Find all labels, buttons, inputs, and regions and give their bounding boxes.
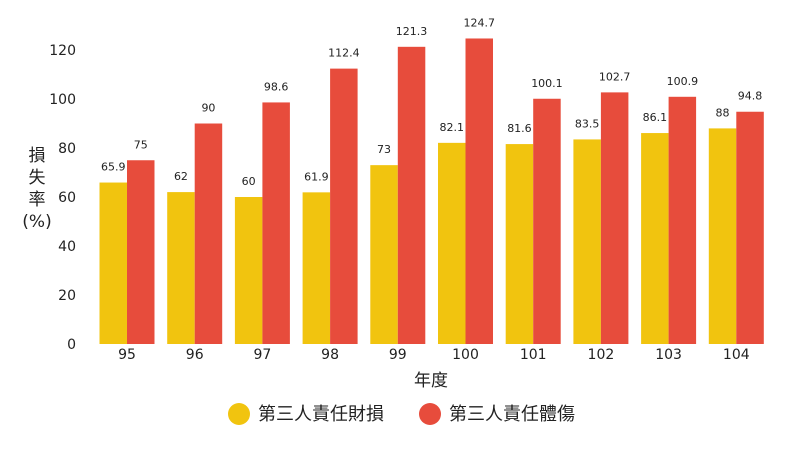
x-tick-label: 100 [452,347,479,363]
bar-series-1 [573,139,601,344]
bar-series-1 [234,197,263,344]
bar-series-1 [302,192,331,344]
data-label: 100.9 [667,75,699,88]
y-tick-label: 80 [58,141,76,157]
x-tick-label: 95 [118,347,136,363]
y-tick-label: 60 [58,190,76,206]
data-label: 90 [201,102,215,115]
y-tick-label: 120 [49,43,76,59]
bar-series-2 [397,46,426,344]
y-axis-title-line: 率 [29,190,46,210]
bars [99,38,764,345]
y-axis-title-line: (%) [22,212,51,232]
y-axis-title-line: 失 [29,168,46,188]
bar-series-2 [533,98,561,344]
x-axis: 95 96 97 98 99 100 101 102 103 104 [118,347,750,363]
data-label: 73 [377,143,391,156]
bar-series-1 [641,133,669,344]
x-tick-label: 103 [655,347,682,363]
data-label: 83.5 [575,117,600,130]
bar-series-1 [99,182,127,344]
data-label: 102.7 [599,70,631,83]
bar-series-2 [330,68,358,345]
legend-label-series-2: 第三人責任體傷 [449,404,575,425]
bar-series-1 [505,144,534,344]
legend-swatch-series-1 [228,403,250,425]
x-axis-title: 年度 [414,371,448,391]
data-label: 100.1 [531,77,563,90]
y-tick-label: 40 [58,239,76,255]
data-label: 81.6 [507,122,532,135]
bar-series-2 [600,92,629,344]
bar-series-2 [262,102,290,345]
y-axis-title: 損 失 率 (%) [22,146,51,232]
data-label: 94.8 [738,90,763,103]
x-tick-label: 98 [321,347,339,363]
bar-series-1 [370,165,398,344]
bar-series-2 [668,96,697,344]
legend: 第三人責任財損 第三人責任體傷 [228,403,575,425]
y-tick-label: 100 [49,92,76,108]
x-tick-label: 99 [389,347,407,363]
data-label: 61.9 [304,170,329,183]
y-axis-title-line: 損 [29,146,46,166]
bar-series-2 [736,111,764,345]
data-label: 121.3 [396,25,428,38]
bar-series-2 [194,123,223,344]
x-tick-label: 101 [520,347,547,363]
data-label: 75 [134,138,148,151]
data-label: 112.4 [328,47,360,60]
bar-series-2 [465,38,493,345]
y-tick-label: 20 [58,288,76,304]
y-axis: 0 20 40 60 80 100 120 [49,43,76,353]
data-label: 124.7 [464,16,496,29]
bar-series-1 [438,142,466,344]
bar-series-1 [167,192,195,344]
y-tick-label: 0 [67,337,76,353]
x-tick-label: 96 [186,347,204,363]
data-label: 88 [716,106,730,119]
data-label: 62 [174,170,188,183]
data-labels: 65.9 75 62 90 60 98.6 61.9 112.4 73 121.3 82.1 124.… [101,16,762,188]
x-tick-label: 102 [588,347,615,363]
bar-series-1 [708,128,737,344]
bar-series-2 [127,160,155,344]
legend-swatch-series-2 [419,403,441,425]
data-label: 98.6 [264,80,289,93]
data-label: 65.9 [101,161,126,174]
legend-label-series-1: 第三人責任財損 [258,404,384,425]
data-label: 86.1 [643,111,668,124]
data-label: 60 [242,175,256,188]
data-label: 82.1 [440,121,465,134]
x-tick-label: 104 [723,347,750,363]
x-tick-label: 97 [253,347,271,363]
